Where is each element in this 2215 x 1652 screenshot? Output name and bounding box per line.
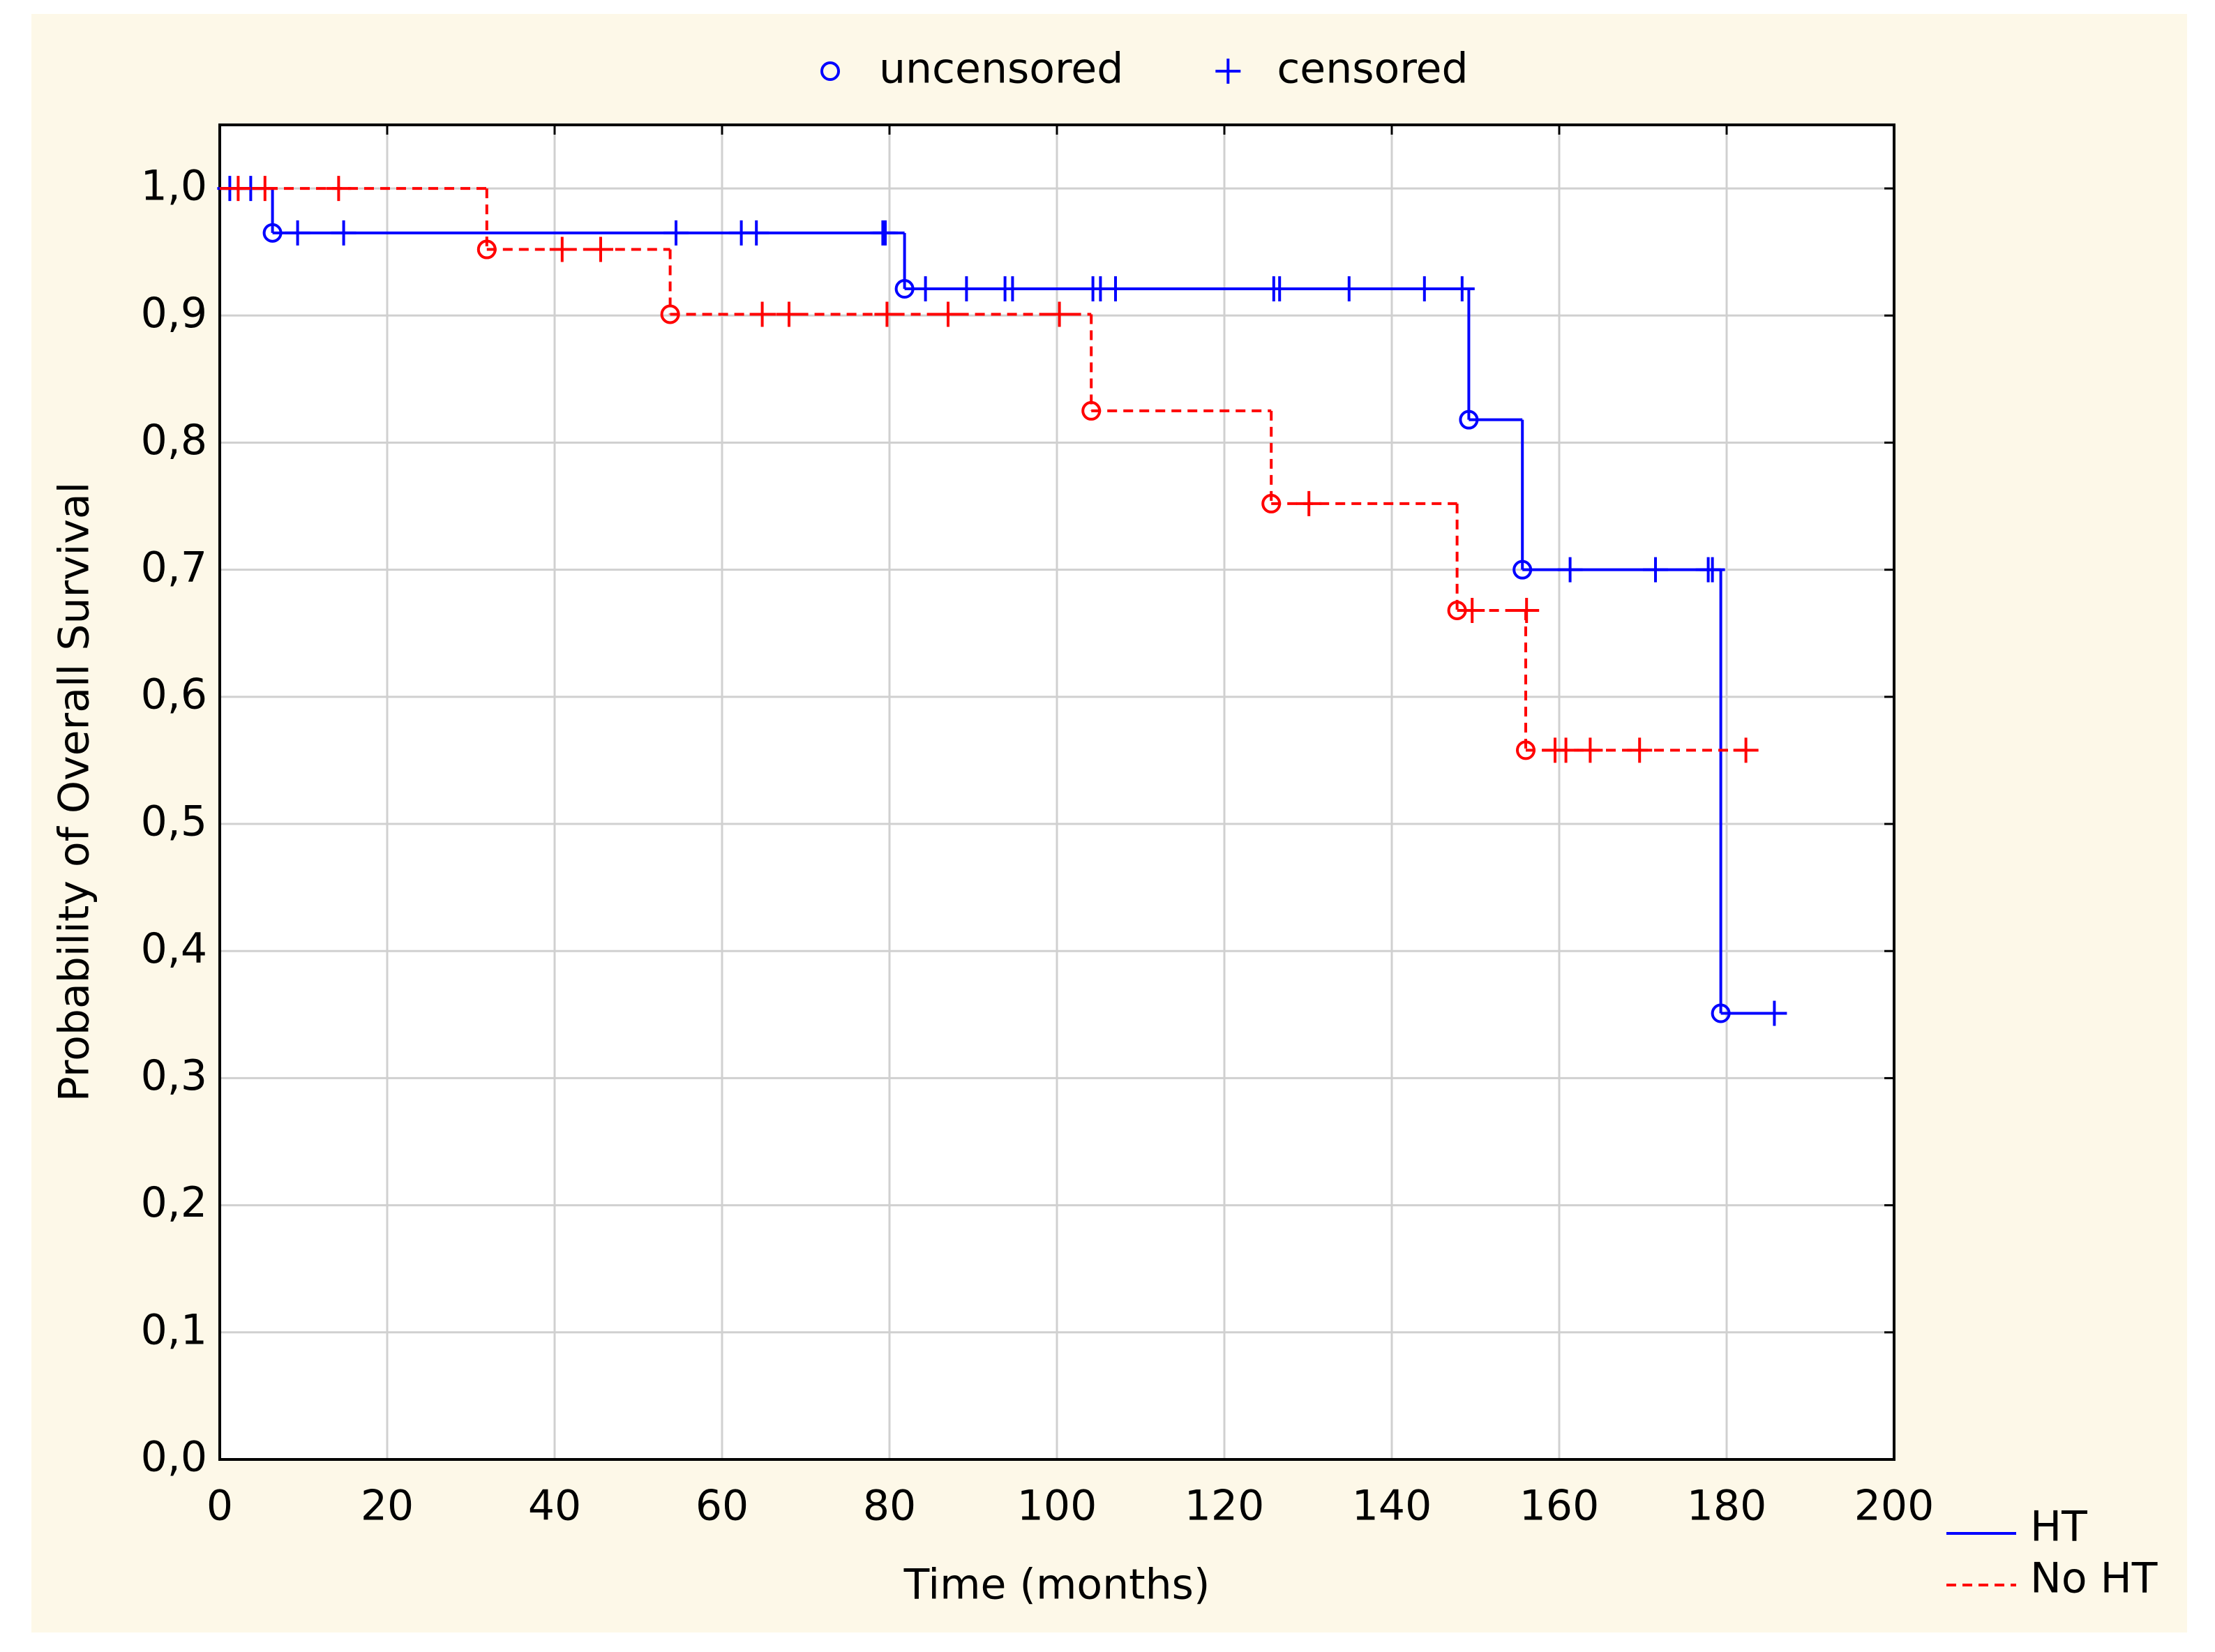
x-tick-label: 200 [1854, 1482, 1935, 1531]
censor-marker [1733, 737, 1759, 763]
legend-symbol [820, 61, 840, 81]
x-tick-label: 100 [1017, 1482, 1097, 1531]
x-tick-label: 60 [696, 1482, 749, 1531]
x-tick-label: 0 [207, 1482, 233, 1531]
censor-marker [1046, 301, 1072, 327]
censor-marker [1296, 490, 1322, 516]
y-tick-label: 0,5 [141, 797, 207, 846]
censor-marker [331, 220, 356, 246]
censor-marker [1699, 557, 1725, 583]
censor-marker [326, 176, 352, 202]
censor-marker [1449, 276, 1475, 302]
x-tick-label: 120 [1185, 1482, 1265, 1531]
censor-marker [1643, 557, 1668, 583]
censor-marker [549, 236, 575, 262]
censor-marker [1514, 597, 1540, 623]
event-marker [262, 223, 283, 243]
censor-marker [936, 301, 961, 327]
x-tick-label: 140 [1352, 1482, 1432, 1531]
censor-marker [776, 301, 802, 327]
censor-marker [954, 276, 979, 302]
censor-marker [1336, 276, 1362, 302]
x-tick-label: 80 [863, 1482, 916, 1531]
censor-marker [744, 220, 769, 246]
y-tick-label: 0,3 [141, 1051, 207, 1100]
censor-marker [1627, 737, 1653, 763]
event-marker [1512, 560, 1533, 580]
censor-marker [1459, 597, 1485, 623]
x-tick-label: 40 [528, 1482, 581, 1531]
y-tick-label: 0,4 [141, 924, 207, 973]
x-tick-label: 20 [361, 1482, 414, 1531]
x-axis-title: Time (months) [903, 1561, 1210, 1609]
censor-marker [874, 301, 900, 327]
y-axis-title: Probability of Overall Survival [50, 482, 99, 1102]
y-tick-label: 0,2 [141, 1178, 207, 1227]
event-marker [1711, 1003, 1731, 1023]
y-tick-label: 0,8 [141, 416, 207, 465]
censor-marker [1411, 276, 1437, 302]
censor-marker [663, 220, 689, 246]
y-tick-label: 0,0 [141, 1433, 207, 1482]
censor-marker [1762, 1000, 1787, 1026]
y-tick-label: 0,1 [141, 1305, 207, 1354]
y-tick-label: 1,0 [141, 162, 207, 211]
y-tick-label: 0,7 [141, 543, 207, 592]
event-marker [1459, 410, 1479, 430]
event-marker [476, 239, 497, 260]
censor-marker [1103, 276, 1128, 302]
legend-label: HT [2030, 1503, 2087, 1552]
censor-marker [1557, 557, 1583, 583]
legend-symbol [1215, 59, 1241, 84]
censor-marker [913, 276, 938, 302]
censor-marker [252, 176, 278, 202]
event-marker [1516, 740, 1536, 760]
event-marker [660, 304, 680, 324]
censor-marker [1267, 276, 1293, 302]
censor-marker [225, 176, 251, 202]
censor-marker [1553, 737, 1579, 763]
censor-marker [1577, 737, 1603, 763]
censor-marker [588, 236, 613, 262]
censor-marker [749, 301, 775, 327]
y-tick-label: 0,9 [141, 289, 207, 338]
event-marker [1081, 400, 1102, 421]
x-tick-label: 180 [1687, 1482, 1767, 1531]
event-marker [1261, 493, 1282, 513]
y-tick-label: 0,6 [141, 670, 207, 719]
x-tick-label: 160 [1519, 1482, 1600, 1531]
legend-label: censored [1277, 45, 1468, 93]
censor-marker [873, 220, 898, 246]
legend-label: uncensored [879, 45, 1123, 93]
censor-marker [285, 220, 310, 246]
censor-marker [1000, 276, 1026, 302]
plot-frame [218, 123, 1895, 1461]
legend-label: No HT [2030, 1554, 2158, 1603]
